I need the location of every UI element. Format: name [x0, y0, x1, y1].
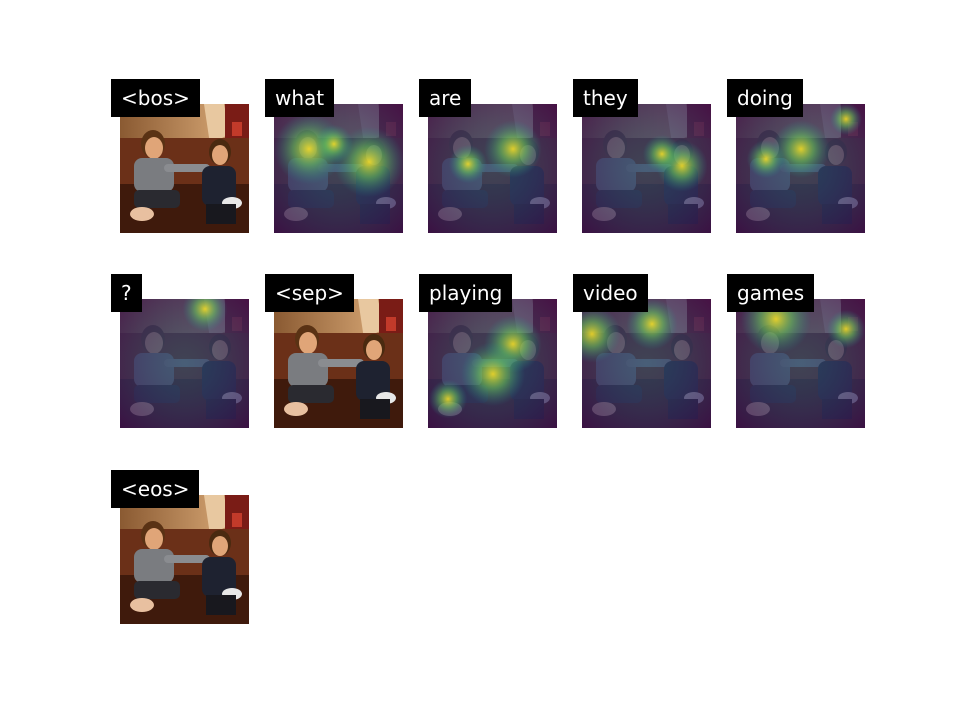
token-label: doing — [727, 79, 803, 117]
attention-panel-what: what — [265, 79, 403, 233]
heatmap-thumbnail — [428, 299, 557, 428]
token-label: <sep> — [265, 274, 354, 312]
attention-panel-bos: <bos> — [111, 79, 249, 233]
heatmap-thumbnail — [582, 299, 711, 428]
attention-panel-games: games — [727, 274, 865, 428]
photo-thumbnail — [120, 104, 249, 233]
attention-panel-video: video — [573, 274, 711, 428]
attention-panel-doing: doing — [727, 79, 865, 233]
token-label: are — [419, 79, 472, 117]
heatmap-thumbnail — [582, 104, 711, 233]
photo-thumbnail — [120, 495, 249, 624]
attention-panel-sep: <sep> — [265, 274, 403, 428]
photo-thumbnail — [274, 299, 403, 428]
token-label: <eos> — [111, 470, 200, 508]
heatmap-thumbnail — [428, 104, 557, 233]
token-label: they — [573, 79, 638, 117]
attention-panel-they: they — [573, 79, 711, 233]
token-label: <bos> — [111, 79, 200, 117]
attention-panel-question-mark: ? — [111, 274, 249, 428]
heatmap-thumbnail — [274, 104, 403, 233]
token-label: ? — [111, 274, 142, 312]
token-label: video — [573, 274, 648, 312]
token-label: what — [265, 79, 335, 117]
token-label: playing — [419, 274, 513, 312]
attention-panel-eos: <eos> — [111, 470, 249, 624]
attention-panel-playing: playing — [419, 274, 557, 428]
heatmap-thumbnail — [736, 299, 865, 428]
attention-panel-are: are — [419, 79, 557, 233]
heatmap-thumbnail — [736, 104, 865, 233]
token-label: games — [727, 274, 815, 312]
heatmap-thumbnail — [120, 299, 249, 428]
